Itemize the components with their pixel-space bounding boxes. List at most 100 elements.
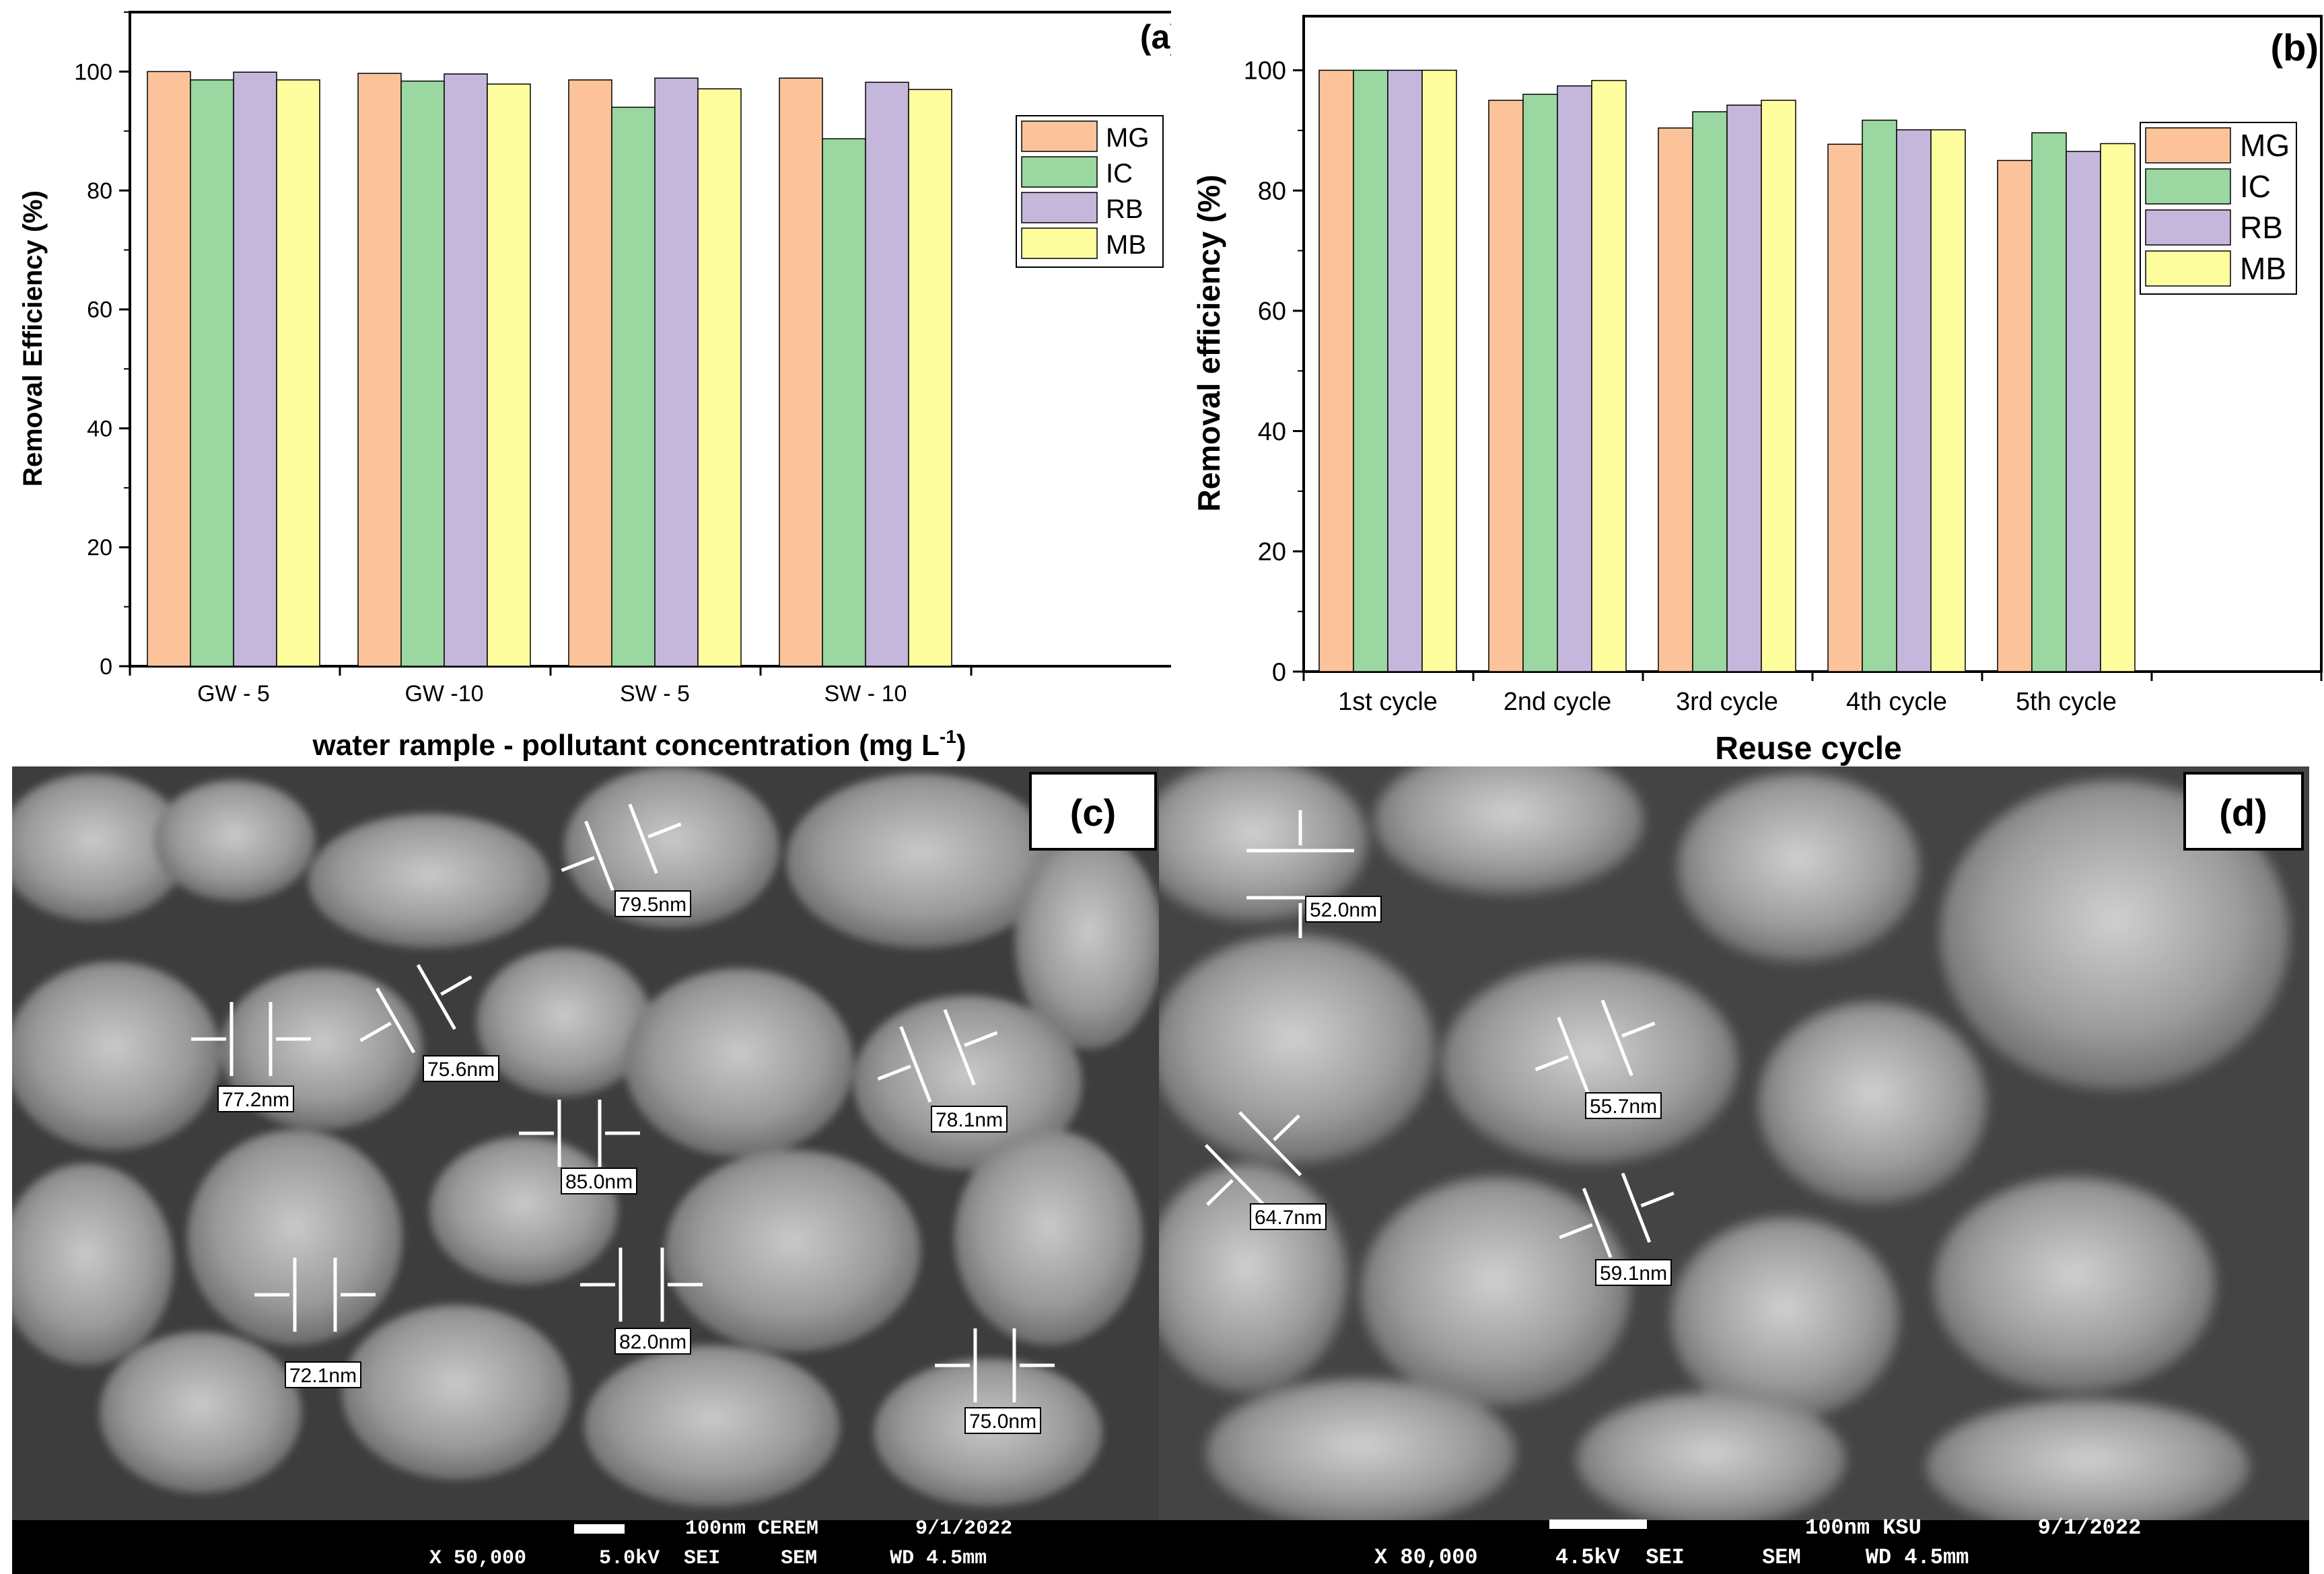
sem-footer-line1-c: 100nm CEREM 9/1/2022 — [685, 1517, 1012, 1540]
bar-mb-1 — [276, 79, 320, 667]
legend-swatch-ic — [1021, 156, 1098, 188]
measurement-line — [1238, 1111, 1302, 1176]
x-tick-label: SW - 5 — [620, 681, 690, 707]
x-tick-label: 3rd cycle — [1676, 688, 1778, 716]
measurement-label-box — [561, 1168, 637, 1194]
measurement-arrow — [440, 975, 472, 996]
bar-mb-3 — [1761, 100, 1796, 672]
panel-label-d: (d) — [2219, 791, 2267, 834]
measurement-line — [943, 1009, 976, 1086]
sem-image-d: (d) 52.0nm 55.7nm 64.7nm 59.1nm 100nm KSU 9… — [1159, 766, 2309, 1574]
legend-b: MG IC RB MB — [2140, 122, 2297, 295]
sem-image-c: (c) 79.5nm 75.6nm 77.2nm 78.1nm 85.0nm 72.1nm… — [12, 766, 1159, 1574]
panel-label-c: (c) — [1070, 791, 1116, 834]
x-axis-label-a: water rample - pollutant concentration (… — [312, 726, 966, 762]
bar-mg-1 — [147, 71, 191, 667]
sem-info-bar-d — [1159, 1520, 2309, 1574]
measurement-label: 75.6nm — [427, 1059, 495, 1081]
legend-label-rb: RB — [2240, 210, 2283, 245]
y-tick-label: 20 — [87, 535, 112, 561]
x-tick-label: GW - 5 — [197, 681, 270, 707]
bar-rb-3 — [1726, 104, 1762, 672]
sem-footer-line2-c: X 50,000 5.0kV SEI SEM WD 4.5mm — [429, 1547, 987, 1570]
measurement-line — [628, 803, 658, 874]
measurement-arrow — [1535, 1055, 1569, 1071]
measurement-arrow — [561, 856, 595, 872]
measurement-label: 77.2nm — [222, 1089, 289, 1111]
bar-rb-5 — [2066, 151, 2101, 672]
bar-rb-2 — [1557, 85, 1592, 672]
bar-mb-2 — [1591, 79, 1627, 672]
bar-mb-3 — [697, 88, 742, 667]
x-tick-label: 1st cycle — [1338, 688, 1438, 716]
y-tick-label: 80 — [87, 178, 112, 204]
x-ticks-b: 1st cycle 2nd cycle 3rd cycle 4th cycle 5th … — [1302, 672, 2323, 716]
legend-swatch-ic — [2145, 168, 2231, 205]
bar-mb-1 — [1421, 69, 1457, 672]
measurement-line — [376, 987, 416, 1054]
measurement-annotation: 55.7nm — [1535, 999, 1662, 1119]
legend-swatch-rb — [1021, 192, 1098, 223]
measurement-label-box — [614, 1328, 691, 1355]
measurement-arrow — [647, 822, 682, 838]
measurement-label-box — [1305, 896, 1382, 923]
bar-ic-3 — [611, 106, 656, 667]
measurement-label: 79.5nm — [619, 894, 686, 916]
measurement-label-box — [931, 1106, 1008, 1133]
x-ticks-a: GW - 5 GW -10 SW - 5 SW - 10 — [129, 666, 973, 707]
measurement-line — [1582, 1188, 1613, 1258]
bar-mg-5 — [1997, 159, 2033, 672]
measurement-annotation: 75.6nm — [359, 964, 499, 1082]
y-tick-label: 60 — [1258, 297, 1286, 326]
scale-bar-c — [574, 1524, 625, 1534]
measurement-label: 78.1nm — [936, 1109, 1003, 1131]
measurement-arrow — [877, 1065, 911, 1081]
measurement-label-box — [1585, 1092, 1662, 1119]
sem-footer-line2-d: X 80,000 4.5kV SEI SEM WD 4.5mm — [1374, 1545, 1969, 1570]
y-ticks-a: 0 20 40 60 80 100 — [74, 11, 130, 680]
measurement-label: 82.0nm — [619, 1331, 686, 1353]
x-tick-label: SW - 10 — [824, 681, 907, 707]
chart-a: 0 20 40 60 80 100 GW - 5 GW -10 SW - 5 SW - 10 (… — [18, 11, 1171, 762]
measurement-label: 75.0nm — [969, 1410, 1036, 1433]
measurement-label-box — [423, 1055, 499, 1082]
measurement-label-box — [1250, 1203, 1327, 1230]
measurement-label: 85.0nm — [565, 1171, 633, 1193]
measurement-label: 52.0nm — [1310, 899, 1377, 921]
chart-b: 0 20 40 60 80 100 1st cycle 2nd cycle 3rd cycle… — [1191, 15, 2323, 766]
bar-rb-3 — [654, 77, 699, 667]
legend-label-mg: MG — [2240, 128, 2290, 163]
legend-a: MG IC RB MB — [1016, 115, 1164, 268]
bar-rb-2 — [444, 73, 488, 667]
particle-field-c — [12, 766, 1159, 1507]
y-tick-label: 100 — [74, 59, 112, 85]
bar-mg-2 — [357, 73, 402, 667]
measurement-label-box — [964, 1407, 1041, 1434]
measurement-arrow — [1559, 1223, 1593, 1240]
measurement-arrow — [1206, 1179, 1234, 1206]
legend-label-mb: MB — [2240, 251, 2286, 286]
bar-ic-1 — [190, 79, 234, 667]
panel-label-a: (a) — [1140, 18, 1171, 56]
x-tick-label: 4th cycle — [1846, 688, 1947, 716]
measurement-line — [1204, 1144, 1268, 1209]
legend-swatch-mg — [2145, 127, 2231, 164]
sem-footer-line1-d: 100nm KSU 9/1/2022 — [1805, 1515, 2141, 1540]
measurement-annotation: 79.5nm — [561, 803, 691, 917]
measurement-annotation: 82.0nm — [579, 1247, 703, 1355]
bar-mg-2 — [1488, 100, 1524, 672]
bars-b — [1318, 69, 2136, 672]
measurement-arrow — [1621, 1022, 1656, 1038]
measurement-arrow — [1640, 1191, 1675, 1208]
measurement-line — [1557, 1016, 1590, 1094]
measurement-arrow — [964, 1031, 998, 1047]
bar-rb-1 — [233, 71, 277, 667]
x-tick-label: GW -10 — [404, 681, 483, 707]
bar-ic-1 — [1353, 69, 1388, 672]
scale-bar-d — [1549, 1519, 1647, 1529]
bar-mb-5 — [2100, 143, 2136, 672]
y-tick-label: 0 — [1272, 658, 1286, 686]
measurement-label: 55.7nm — [1590, 1096, 1657, 1118]
bar-mb-2 — [487, 83, 531, 667]
measurement-annotation: 59.1nm — [1559, 1172, 1675, 1286]
